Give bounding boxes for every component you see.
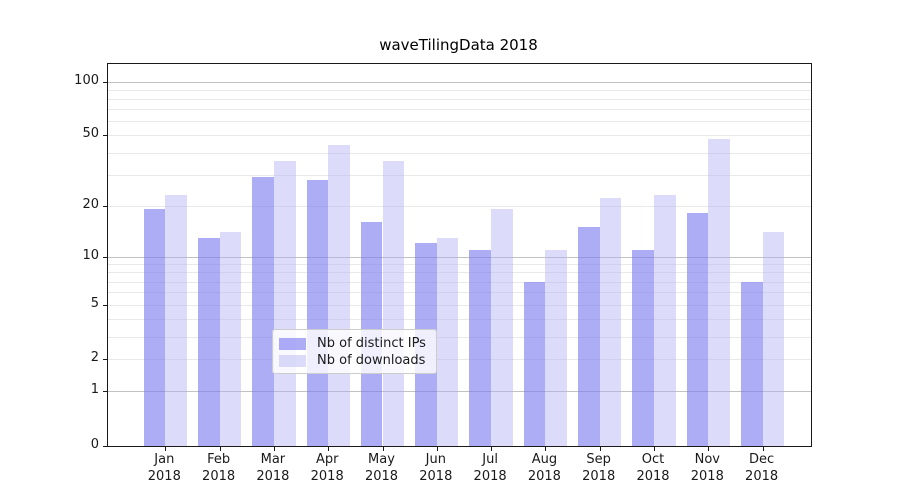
gridline-5 xyxy=(108,304,811,306)
gridline-1 xyxy=(108,391,811,393)
x-tick-label-may: May 2018 xyxy=(364,452,399,484)
y-tick-label-10: 10 xyxy=(82,247,99,263)
legend-item-downloads: Nb of downloads xyxy=(279,352,430,369)
x-tick-mark-may xyxy=(382,447,384,451)
y-tick-label-5: 5 xyxy=(90,295,99,311)
legend: Nb of distinct IPs Nb of downloads xyxy=(272,329,437,374)
gridline-60 xyxy=(108,121,811,123)
x-tick-mark-oct xyxy=(654,447,655,451)
bar-downloads-sep xyxy=(599,198,622,446)
y-tick-mark-100 xyxy=(103,81,107,83)
bar-distinct-ips-oct xyxy=(632,249,654,446)
gridline-40 xyxy=(108,152,811,154)
gridline-9 xyxy=(108,264,811,266)
x-tick-mark-jun xyxy=(436,447,438,451)
y-tick-label-50: 50 xyxy=(82,126,99,142)
bar-downloads-jul xyxy=(491,209,513,446)
gridline-90 xyxy=(108,89,811,91)
y-tick-mark-10 xyxy=(103,256,107,258)
bar-distinct-ips-jul xyxy=(469,249,492,446)
bar-distinct-ips-sep xyxy=(578,227,600,446)
bar-distinct-ips-feb xyxy=(197,237,220,446)
x-tick-mark-jul xyxy=(491,447,493,451)
legend-swatch-distinct-ips xyxy=(279,337,306,350)
legend-swatch-downloads xyxy=(279,354,306,367)
bar-distinct-ips-nov xyxy=(686,213,709,446)
gridline-50 xyxy=(108,135,811,137)
y-tick-mark-20 xyxy=(103,205,107,207)
x-tick-label-jun: Jun 2018 xyxy=(419,452,453,484)
x-tick-mark-dec xyxy=(762,447,764,451)
bar-downloads-nov xyxy=(708,138,730,446)
gridline-2 xyxy=(108,359,811,361)
x-tick-mark-sep xyxy=(599,447,601,451)
gridline-4 xyxy=(108,318,811,320)
bar-downloads-apr xyxy=(328,145,350,446)
y-tick-label-2: 2 xyxy=(90,350,99,366)
bar-distinct-ips-jan xyxy=(143,209,166,446)
gridline-8 xyxy=(108,272,811,274)
y-tick-mark-5 xyxy=(103,304,107,306)
y-tick-label-0: 0 xyxy=(90,437,99,452)
plot-area xyxy=(103,63,812,451)
x-tick-mark-aug xyxy=(545,447,547,451)
bar-distinct-ips-dec xyxy=(740,281,763,446)
x-tick-label-oct: Oct 2018 xyxy=(636,452,670,484)
bar-distinct-ips-mar xyxy=(252,177,274,446)
x-tick-mark-apr xyxy=(328,447,330,451)
x-tick-label-aug: Aug 2018 xyxy=(527,452,561,484)
chart-title: waveTilingData 2018 xyxy=(379,36,538,54)
bar-downloads-dec xyxy=(762,232,785,446)
bar-distinct-ips-apr xyxy=(306,180,329,446)
y-tick-mark-1 xyxy=(103,391,107,393)
bar-downloads-mar xyxy=(273,160,296,446)
bar-downloads-may xyxy=(382,160,405,446)
x-tick-label-sep: Sep 2018 xyxy=(582,452,616,484)
x-tick-mark-nov xyxy=(708,447,710,451)
bar-downloads-oct xyxy=(654,195,676,446)
gridline-3 xyxy=(108,336,811,338)
legend-label-distinct-ips: Nb of distinct IPs xyxy=(317,336,426,351)
legend-label-downloads: Nb of downloads xyxy=(317,353,426,368)
gridline-30 xyxy=(108,174,811,176)
y-tick-label-1: 1 xyxy=(90,382,99,398)
gridline-70 xyxy=(108,109,811,111)
x-tick-mark-feb xyxy=(219,447,221,451)
x-tick-label-mar: Mar 2018 xyxy=(256,452,290,484)
x-tick-label-jan: Jan 2018 xyxy=(147,452,181,484)
bar-downloads-aug xyxy=(545,249,568,446)
bar-downloads-jun xyxy=(436,237,459,446)
y-tick-mark-0 xyxy=(103,446,107,447)
gridline-100 xyxy=(108,81,811,83)
x-tick-label-apr: Apr 2018 xyxy=(310,452,344,484)
y-tick-mark-50 xyxy=(103,135,107,137)
gridline-20 xyxy=(108,205,811,207)
x-tick-label-nov: Nov 2018 xyxy=(690,452,724,484)
gridline-7 xyxy=(108,281,811,283)
y-tick-label-20: 20 xyxy=(82,196,99,212)
x-tick-mark-jan xyxy=(165,447,167,451)
bar-distinct-ips-aug xyxy=(523,281,546,446)
legend-item-distinct-ips: Nb of distinct IPs xyxy=(279,335,430,352)
x-tick-mark-mar xyxy=(273,447,275,451)
y-tick-label-100: 100 xyxy=(74,72,99,88)
gridline-10 xyxy=(108,256,811,258)
gridline-80 xyxy=(108,98,811,100)
x-tick-label-dec: Dec 2018 xyxy=(745,452,779,484)
gridline-6 xyxy=(108,292,811,294)
x-tick-label-feb: Feb 2018 xyxy=(202,452,236,484)
y-tick-mark-2 xyxy=(103,359,107,361)
bar-downloads-feb xyxy=(219,232,242,446)
x-tick-label-jul: Jul 2018 xyxy=(473,452,507,484)
bar-downloads-jan xyxy=(165,195,187,446)
